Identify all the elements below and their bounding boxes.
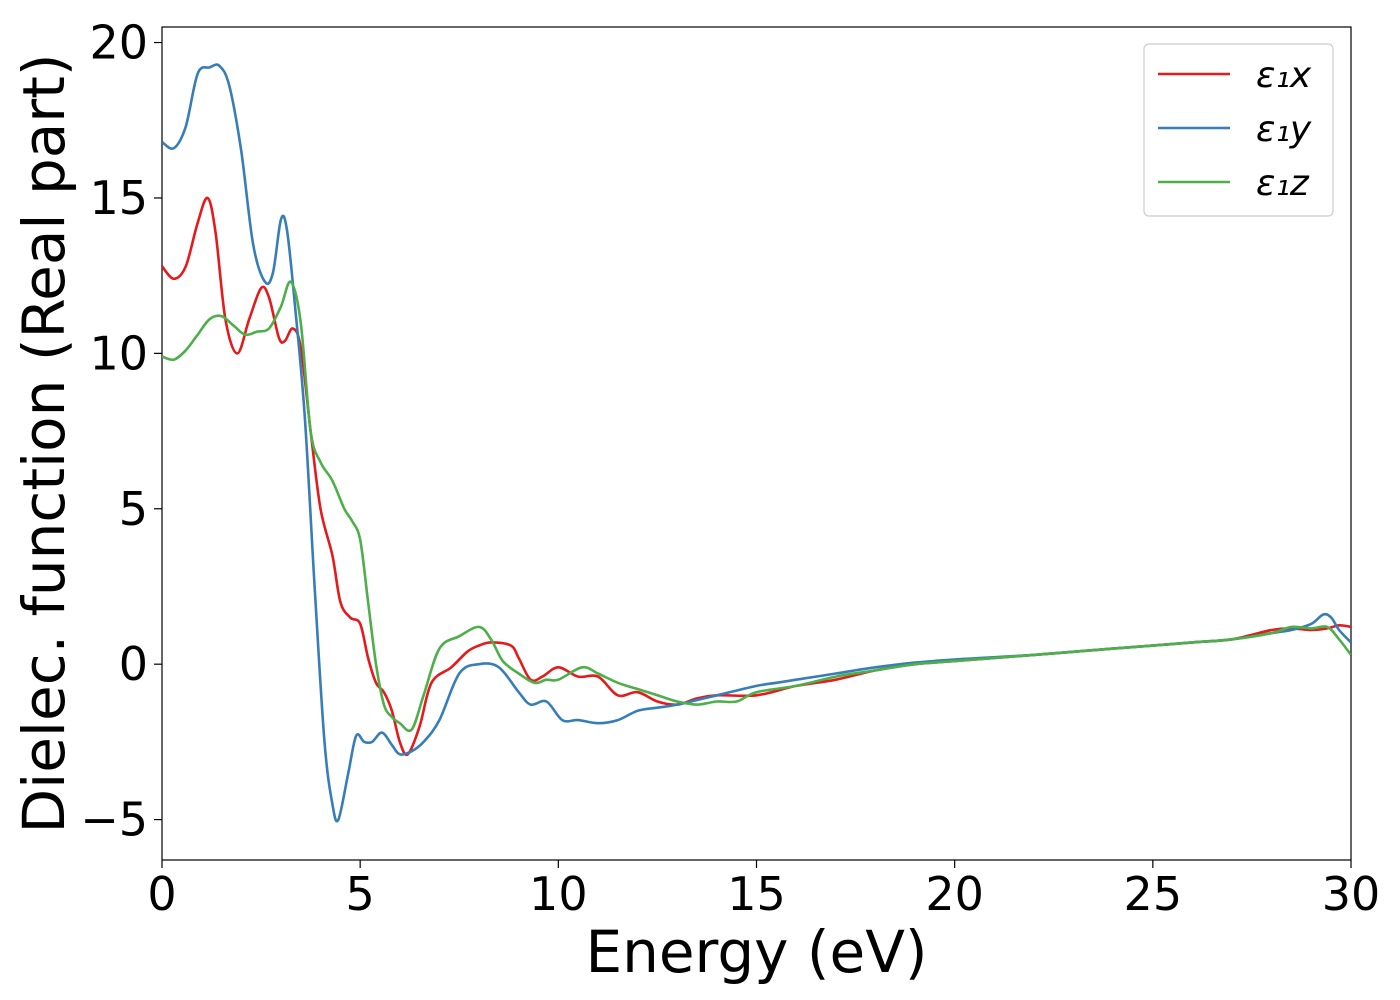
y-axis-title: Dielec. function (Real part) [10,53,78,833]
series-layer [162,63,1351,823]
y-tick-label: 0 [119,637,148,691]
x-axis-ticks: 0 5 10 15 20 25 30 [147,860,1380,921]
y-axis-ticks: −5 0 5 10 15 20 [80,16,162,847]
series-line-0 [162,196,1351,757]
legend: ε₁x ε₁y ε₁z [1143,43,1334,217]
x-tick-label: 25 [1124,867,1183,921]
series-line-2 [162,280,1351,733]
x-tick-label: 30 [1322,867,1381,921]
legend-label-1: ε₁y [1256,109,1312,150]
legend-label-0: ε₁x [1256,55,1312,96]
x-tick-label: 5 [346,867,375,921]
y-tick-label: 10 [89,326,148,380]
y-tick-label: 15 [89,171,148,225]
x-tick-label: 15 [727,867,786,921]
y-tick-label: −5 [80,793,148,847]
x-axis-title: Energy (eV) [585,918,927,986]
y-tick-label: 5 [119,482,148,536]
x-tick-label: 0 [147,867,176,921]
y-tick-label: 20 [89,16,148,70]
legend-box [1143,43,1334,217]
x-tick-label: 20 [925,867,984,921]
legend-label-2: ε₁z [1256,163,1310,204]
x-tick-label: 10 [529,867,588,921]
